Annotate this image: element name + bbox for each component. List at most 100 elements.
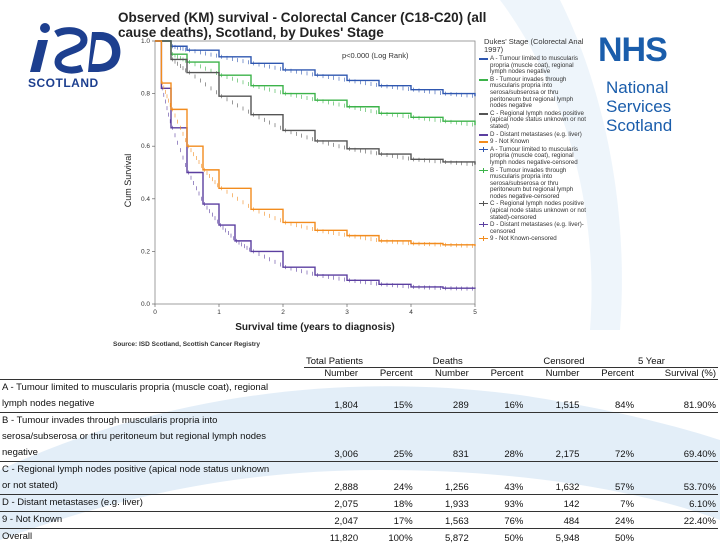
legend-label: A - Tumour limited to muscularis propria…: [490, 146, 578, 166]
legend-item: A - Tumour limited to muscularis propria…: [478, 147, 590, 167]
row-value: 484: [525, 512, 581, 529]
chart-title: Observed (KM) survival - Colorectal Canc…: [118, 10, 498, 40]
row-value: 5,948: [525, 529, 581, 545]
row-value: 1,256: [415, 462, 471, 495]
row-label: 9 - Not Known: [0, 512, 304, 529]
row-value: 25%: [360, 413, 415, 462]
row-value: 11,820: [304, 529, 360, 545]
row-label-line: C - Regional lymph nodes positive (apica…: [2, 462, 302, 478]
row-value: 18%: [360, 495, 415, 512]
row-label: A - Tumour limited to muscularis propria…: [0, 380, 304, 413]
table-row: D - Distant metastases (e.g. liver)2,075…: [0, 495, 718, 512]
row-value: [636, 529, 718, 545]
sub-header-5: Percent: [581, 368, 636, 380]
row-label: Overall: [0, 529, 304, 545]
row-label: C - Regional lymph nodes positive (apica…: [0, 462, 304, 495]
isd-scotland-logo: SCOTLAND: [26, 18, 126, 92]
sub-header-2: Number: [415, 368, 471, 380]
row-label: B - Tumour invades through muscularis pr…: [0, 413, 304, 462]
x-tick-label: 2: [281, 309, 285, 316]
row-value: 1,632: [525, 462, 581, 495]
row-value: 100%: [360, 529, 415, 545]
row-value: 5,872: [415, 529, 471, 545]
x-tick-label: 1: [217, 309, 221, 316]
row-label-line: serosa/subserosa or thru peritoneum but …: [2, 429, 302, 445]
row-value: 76%: [471, 512, 526, 529]
row-value: 53.70%: [636, 462, 718, 495]
x-tick-label: 0: [153, 309, 157, 316]
legend-swatch: [479, 224, 488, 225]
row-value: 2,888: [304, 462, 360, 495]
row-label-line: A - Tumour limited to muscularis propria…: [2, 380, 302, 396]
row-value: 1,933: [415, 495, 471, 512]
sub-header-4: Number: [525, 368, 581, 380]
row-value: 69.40%: [636, 413, 718, 462]
legend-swatch: [479, 238, 488, 239]
legend-label: B - Tumour invades through muscularis pr…: [490, 76, 573, 109]
legend-swatch: [479, 58, 488, 60]
legend-item: A - Tumour limited to muscularis propria…: [478, 56, 590, 76]
legend-label: D - Distant metastases (e.g. liver)-cens…: [490, 221, 584, 235]
row-value: 22.40%: [636, 512, 718, 529]
y-tick-label: 0.6: [141, 143, 150, 150]
row-value: 1,804: [304, 380, 360, 413]
row-value: 24%: [360, 462, 415, 495]
row-value: 84%: [581, 380, 636, 413]
legend-swatch: [479, 134, 488, 136]
header-spacer: [0, 368, 304, 380]
row-label: D - Distant metastases (e.g. liver): [0, 495, 304, 512]
row-label-line: lymph nodes negative: [2, 396, 302, 412]
row-value: 831: [415, 413, 471, 462]
row-value: 2,075: [304, 495, 360, 512]
row-label-line: B - Tumour invades through muscularis pr…: [2, 413, 302, 429]
row-label-line: D - Distant metastases (e.g. liver): [2, 495, 302, 511]
row-value: 289: [415, 380, 471, 413]
legend-swatch: [479, 141, 488, 143]
row-value: 1,515: [525, 380, 581, 413]
row-value: 50%: [581, 529, 636, 545]
legend-swatch: [479, 149, 488, 150]
table-row: A - Tumour limited to muscularis propria…: [0, 380, 718, 413]
isd-logo-subtext: SCOTLAND: [28, 76, 99, 90]
row-value: 57%: [581, 462, 636, 495]
row-value: 81.90%: [636, 380, 718, 413]
row-value: 50%: [471, 529, 526, 545]
legend-label: 9 - Not Known-censored: [490, 235, 557, 242]
row-value: 2,175: [525, 413, 581, 462]
header-spacer: [0, 356, 304, 368]
row-value: 16%: [471, 380, 526, 413]
y-axis-label: Cum Survival: [123, 154, 133, 208]
legend-label: 9 - Not Known: [490, 138, 529, 145]
legend-item: B - Tumour invades through muscularis pr…: [478, 77, 590, 110]
legend-item: D - Distant metastases (e.g. liver): [478, 132, 590, 139]
legend-label: A - Tumour limited to muscularis propria…: [490, 55, 578, 75]
y-tick-label: 0.8: [141, 91, 150, 98]
nhs-sub-line-1: National: [606, 78, 672, 97]
legend-item: C - Regional lymph nodes positive (apica…: [478, 201, 590, 221]
x-axis-label: Survival time (years to diagnosis): [235, 322, 395, 333]
row-value: 72%: [581, 413, 636, 462]
legend-item: C - Regional lymph nodes positive (apica…: [478, 111, 590, 131]
legend-swatch: [479, 79, 488, 81]
row-value: 43%: [471, 462, 526, 495]
table-row: C - Regional lymph nodes positive (apica…: [0, 462, 718, 495]
row-value: 17%: [360, 512, 415, 529]
row-label-line: or not stated): [2, 478, 302, 494]
header-total-patients: Total Patients: [304, 356, 415, 368]
nhs-sub-line-3: Scotland: [606, 116, 672, 135]
row-value: 3,006: [304, 413, 360, 462]
row-value: 1,563: [415, 512, 471, 529]
y-tick-label: 0.2: [141, 248, 150, 255]
x-tick-label: 5: [473, 309, 477, 316]
legend-title: Dukes' Stage (Colorectal Anal 1997): [484, 38, 590, 54]
legend-swatch: [479, 113, 488, 115]
nhs-logo-subtext: National Services Scotland: [606, 78, 672, 135]
nhs-logo-mark: NHS: [598, 32, 688, 68]
sub-header-6: Survival (%): [636, 368, 718, 380]
row-label-line: 9 - Not Known: [2, 512, 302, 528]
nhs-sub-line-2: Services: [606, 97, 672, 116]
